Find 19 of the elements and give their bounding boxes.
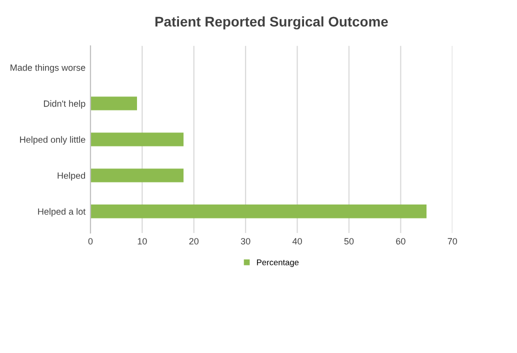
x-tick-label: 20 [189,238,199,244]
bar [90,168,184,182]
bar [90,132,184,146]
bar [90,204,427,218]
x-tick-label: 70 [448,238,458,244]
chart-title: Patient Reported Surgical Outcome [155,16,388,30]
y-tick-label: Helped a lot [38,208,86,217]
y-tick-label: Didn't help [44,100,86,109]
y-tick-label: Made things worse [10,64,86,73]
y-tick-label: Helped only little [20,136,86,145]
x-tick-label: 10 [138,238,147,244]
x-tick-label: 30 [240,238,250,244]
x-tick-label: 60 [396,238,406,244]
bar [90,96,138,110]
legend-label: Percentage [257,259,299,267]
y-tick-label: Helped [58,172,86,181]
x-tick-label: 50 [344,238,354,244]
x-tick-label: 40 [292,238,302,244]
x-tick-label: 0 [88,238,93,244]
